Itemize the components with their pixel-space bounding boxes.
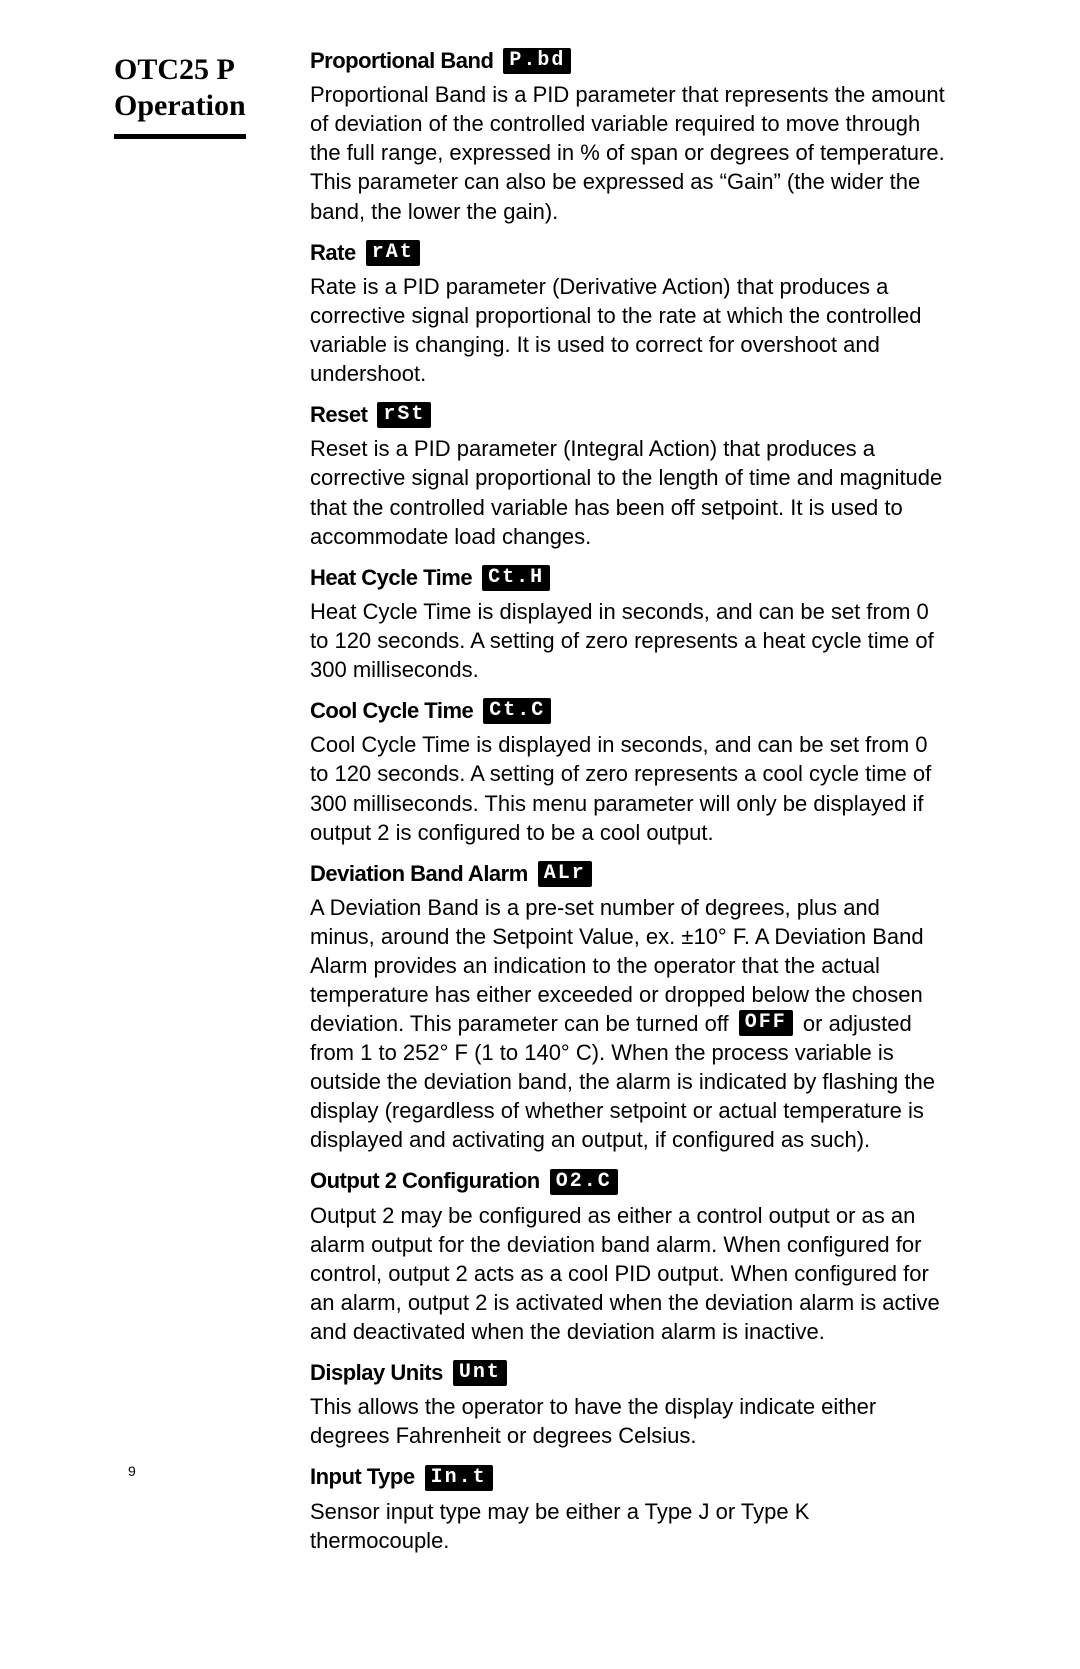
param-heading: Cool Cycle Time Ct.C	[310, 698, 950, 724]
param-title: Output 2 Configuration	[310, 1168, 540, 1194]
param-display-units: Display Units Unt This allows the operat…	[310, 1360, 950, 1450]
param-body: Rate is a PID parameter (Derivative Acti…	[310, 272, 950, 388]
param-cool-cycle-time: Cool Cycle Time Ct.C Cool Cycle Time is …	[310, 698, 950, 847]
param-title: Cool Cycle Time	[310, 698, 473, 724]
param-body: This allows the operator to have the dis…	[310, 1392, 950, 1450]
param-code-badge: Ct.H	[482, 565, 550, 591]
param-title: Deviation Band Alarm	[310, 861, 528, 887]
param-title: Heat Cycle Time	[310, 565, 472, 591]
param-title: Proportional Band	[310, 48, 493, 74]
section-title: OTC25 P Operation	[114, 52, 294, 139]
param-code-badge: P.bd	[503, 48, 571, 74]
param-title: Display Units	[310, 1360, 443, 1386]
param-body: Output 2 may be configured as either a c…	[310, 1201, 950, 1346]
param-proportional-band: Proportional Band P.bd Proportional Band…	[310, 48, 950, 226]
param-code-badge: In.t	[425, 1465, 493, 1491]
param-code-badge: Unt	[453, 1360, 507, 1386]
param-heading: Rate rAt	[310, 240, 950, 266]
param-reset: Reset rSt Reset is a PID parameter (Inte…	[310, 402, 950, 551]
off-code-badge: OFF	[739, 1010, 793, 1036]
page-number: 9	[128, 1463, 136, 1479]
param-heading: Heat Cycle Time Ct.H	[310, 565, 950, 591]
param-heading: Input Type In.t	[310, 1464, 950, 1490]
content-column: Proportional Band P.bd Proportional Band…	[310, 48, 950, 1569]
param-heat-cycle-time: Heat Cycle Time Ct.H Heat Cycle Time is …	[310, 565, 950, 684]
param-code-badge: Ct.C	[483, 698, 551, 724]
param-code-badge: rSt	[377, 402, 431, 428]
param-heading: Output 2 Configuration O2.C	[310, 1168, 950, 1194]
param-title: Rate	[310, 240, 356, 266]
param-code-badge: O2.C	[550, 1169, 618, 1195]
param-body: Cool Cycle Time is displayed in seconds,…	[310, 730, 950, 846]
section-title-line1: OTC25 P	[114, 53, 235, 86]
param-code-badge: ALr	[538, 861, 592, 887]
manual-page: OTC25 P Operation 9 Proportional Band P.…	[0, 0, 1080, 1669]
param-title: Input Type	[310, 1464, 415, 1490]
param-heading: Display Units Unt	[310, 1360, 950, 1386]
param-heading: Proportional Band P.bd	[310, 48, 950, 74]
section-title-line2: Operation	[114, 89, 246, 122]
param-rate: Rate rAt Rate is a PID parameter (Deriva…	[310, 240, 950, 389]
param-title: Reset	[310, 402, 367, 428]
param-deviation-band-alarm: Deviation Band Alarm ALr A Deviation Ban…	[310, 861, 950, 1155]
param-body: Sensor input type may be either a Type J…	[310, 1497, 950, 1555]
param-heading: Reset rSt	[310, 402, 950, 428]
param-code-badge: rAt	[366, 240, 420, 266]
section-title-rule	[114, 134, 246, 139]
param-output-2-configuration: Output 2 Configuration O2.C Output 2 may…	[310, 1168, 950, 1346]
param-heading: Deviation Band Alarm ALr	[310, 861, 950, 887]
param-body: A Deviation Band is a pre-set number of …	[310, 893, 950, 1154]
param-input-type: Input Type In.t Sensor input type may be…	[310, 1464, 950, 1554]
param-body: Reset is a PID parameter (Integral Actio…	[310, 434, 950, 550]
param-body: Heat Cycle Time is displayed in seconds,…	[310, 597, 950, 684]
param-body: Proportional Band is a PID parameter tha…	[310, 80, 950, 225]
